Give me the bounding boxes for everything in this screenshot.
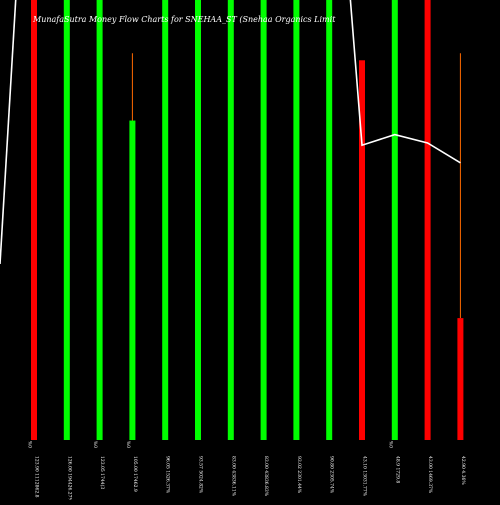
money-flow-bar <box>63 0 70 440</box>
price-line-start <box>0 0 17 265</box>
percent-label: 0% <box>126 440 132 448</box>
money-flow-bar <box>129 120 136 440</box>
percent-labels-layer: 0% 0% 0% 0% <box>28 440 395 448</box>
x-tick-label: 42.90 4.36% <box>460 456 466 485</box>
money-flow-bar <box>227 0 234 440</box>
x-tick-label: 123.05 1744(3 <box>99 456 106 489</box>
x-tick-labels-layer: 123.90 1112862.8 126.00 194426.27% 123.05 … <box>34 456 466 503</box>
money-flow-bar <box>359 60 365 440</box>
money-flow-bar <box>195 0 201 440</box>
money-flow-bar <box>391 0 398 440</box>
money-flow-bar <box>326 0 333 440</box>
money-flow-bar <box>424 0 431 440</box>
x-tick-label: 90.80 2305.74% <box>329 456 335 494</box>
x-tick-label: 48.9 1729.8 <box>394 456 400 483</box>
x-tick-label: 96.05 1526.37% <box>165 456 171 494</box>
price-line-layer <box>0 0 461 265</box>
x-tick-label: 43.10 13031.77% <box>362 456 368 497</box>
chart-title: MunafaSutra Money Flow Charts for SNEHAA… <box>32 15 336 24</box>
x-tick-label: 93.02 2301.44% <box>296 456 302 494</box>
x-tick-label: 126.00 194426.27% <box>66 456 72 500</box>
percent-label: 0% <box>28 440 34 448</box>
bars-layer <box>31 0 464 440</box>
x-tick-label: 123.90 1112862.8 <box>34 456 40 498</box>
money-flow-bar <box>293 0 300 440</box>
money-flow-bar <box>457 318 464 440</box>
percent-label: 0% <box>94 440 100 448</box>
money-flow-bar <box>96 0 103 440</box>
x-tick-label: 105.00 17462.9 <box>132 456 138 492</box>
money-flow-bar <box>31 0 37 440</box>
money-flow-bar <box>162 0 169 440</box>
x-tick-label: 93.57 5024.82% <box>198 456 204 494</box>
x-tick-label: 43.00 1469.37% <box>427 456 433 494</box>
money-flow-bar <box>260 0 267 440</box>
percent-label: 0% <box>389 440 395 448</box>
x-tick-label: 83.00 43836.11% <box>230 456 236 497</box>
price-line <box>349 0 461 164</box>
x-tick-label: 83.00 43836.83% <box>263 456 269 497</box>
